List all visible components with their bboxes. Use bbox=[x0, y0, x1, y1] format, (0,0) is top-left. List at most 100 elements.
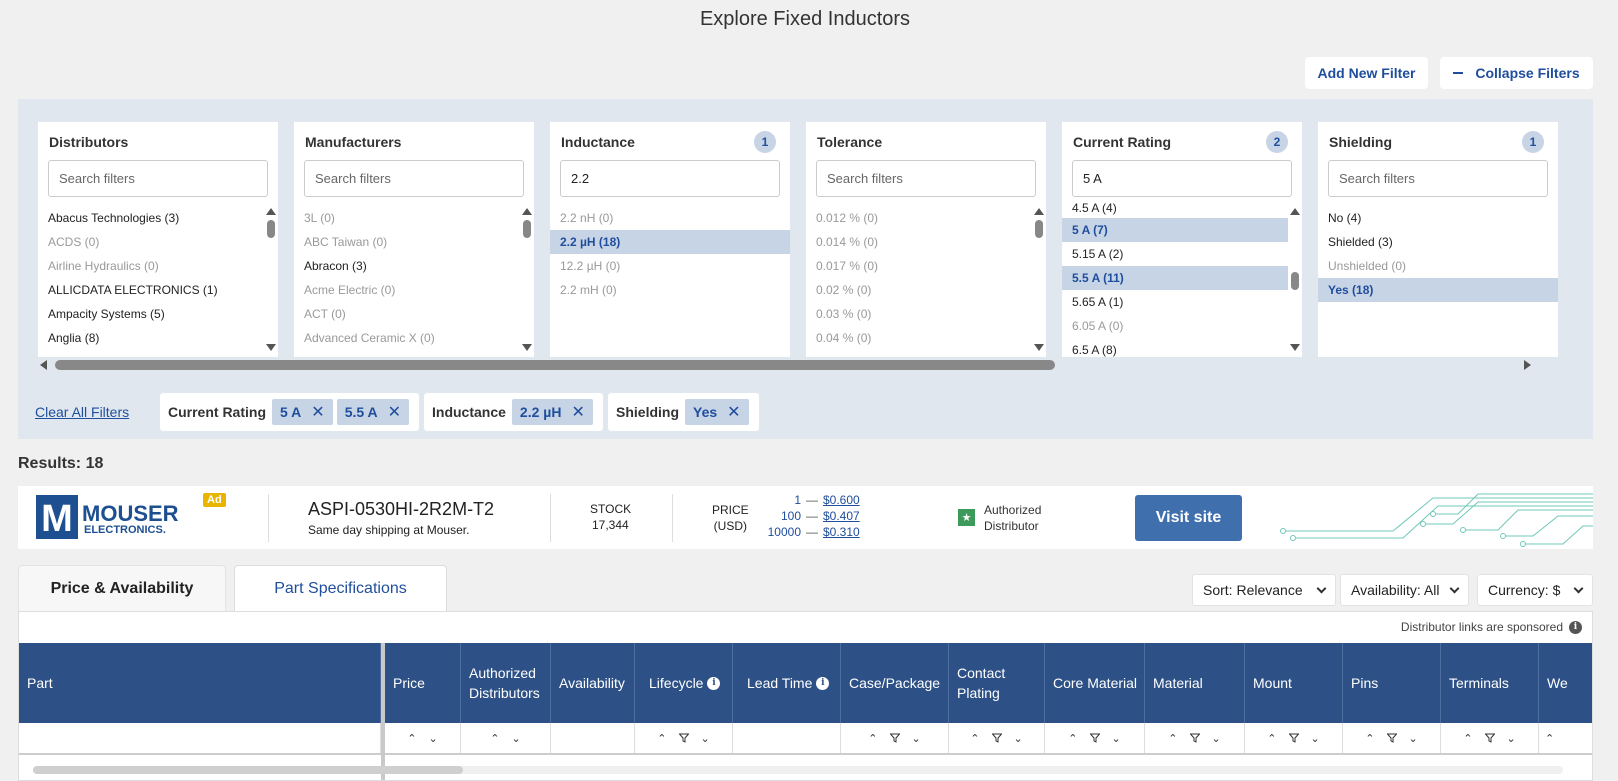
close-icon[interactable]: ✕ bbox=[311, 404, 325, 421]
info-icon[interactable]: i bbox=[707, 676, 721, 690]
sort-up-icon[interactable]: ⌃ bbox=[868, 732, 878, 745]
scroll-down-arrow-icon[interactable] bbox=[1034, 344, 1044, 351]
filter-option[interactable]: Advanced Ceramic X (0) bbox=[304, 331, 435, 345]
filter-option[interactable]: 6.05 A (0) bbox=[1072, 319, 1124, 333]
tab-price-availability[interactable]: Price & Availability bbox=[18, 565, 226, 611]
sort-down-icon[interactable]: ⌄ bbox=[700, 732, 710, 745]
availability-dropdown[interactable]: Availability: All bbox=[1340, 574, 1469, 606]
filter-option[interactable]: 0.012 % (0) bbox=[816, 211, 879, 225]
filter-option[interactable]: Anglia (8) bbox=[48, 331, 100, 345]
column-header-contact-plating[interactable]: Contact Plating bbox=[949, 643, 1045, 723]
filter-scrollbar[interactable] bbox=[1034, 206, 1044, 353]
filter-option[interactable]: ABC Taiwan (0) bbox=[304, 235, 388, 249]
info-icon[interactable]: i bbox=[816, 676, 830, 690]
sort-down-icon[interactable]: ⌄ bbox=[1408, 732, 1418, 745]
scroll-left-arrow-icon[interactable] bbox=[40, 360, 47, 370]
filters-horizontal-scrollbar[interactable] bbox=[38, 359, 1533, 371]
filter-search-input[interactable] bbox=[816, 160, 1036, 197]
filter-option-selected[interactable]: 5 A (7) bbox=[1062, 218, 1288, 242]
mouser-logo[interactable]: M MOUSER ELECTRONICS. bbox=[35, 493, 182, 543]
column-header-lifecycle[interactable]: Lifecycle i bbox=[635, 643, 733, 723]
sort-up-icon[interactable]: ⌃ bbox=[1463, 732, 1473, 745]
tab-part-specifications[interactable]: Part Specifications bbox=[234, 565, 447, 612]
filter-icon[interactable] bbox=[1089, 733, 1100, 743]
column-header-weight[interactable]: We bbox=[1539, 643, 1592, 723]
filter-option-selected[interactable]: Yes (18) bbox=[1318, 278, 1558, 302]
column-header-lead-time[interactable]: Lead Time i bbox=[733, 643, 841, 723]
column-header-price[interactable]: Price bbox=[385, 643, 461, 723]
sort-up-icon[interactable]: ⌃ bbox=[657, 732, 667, 745]
scroll-down-arrow-icon[interactable] bbox=[266, 344, 276, 351]
filter-search-input[interactable] bbox=[48, 160, 268, 197]
filter-scrollbar[interactable] bbox=[1290, 206, 1300, 353]
sort-up-icon[interactable]: ⌃ bbox=[1168, 732, 1178, 745]
scroll-right-arrow-icon[interactable] bbox=[1524, 360, 1531, 370]
filter-search-input[interactable] bbox=[1072, 160, 1292, 197]
filter-search-input[interactable] bbox=[1328, 160, 1548, 197]
sort-down-icon[interactable]: ⌄ bbox=[428, 732, 438, 745]
close-icon[interactable]: ✕ bbox=[727, 404, 741, 421]
sort-up-icon[interactable]: ⌃ bbox=[1068, 732, 1078, 745]
filter-scrollbar[interactable] bbox=[522, 206, 532, 353]
filter-option[interactable]: ACT (0) bbox=[304, 307, 346, 321]
filter-option[interactable]: 2.2 nH (0) bbox=[560, 211, 614, 225]
scroll-down-arrow-icon[interactable] bbox=[522, 344, 532, 351]
collapse-filters-button[interactable]: Collapse Filters bbox=[1440, 57, 1593, 89]
column-header-case-package[interactable]: Case/Package bbox=[841, 643, 949, 723]
table-horizontal-scrollbar[interactable] bbox=[33, 766, 1563, 774]
sort-down-icon[interactable]: ⌄ bbox=[1310, 732, 1320, 745]
tier-price-link[interactable]: $0.310 bbox=[823, 525, 860, 539]
scroll-thumb[interactable] bbox=[1291, 272, 1299, 290]
filter-option[interactable]: ALLICDATA ELECTRONICS (1) bbox=[48, 283, 218, 297]
scroll-up-arrow-icon[interactable] bbox=[522, 208, 532, 215]
filter-option[interactable]: Acme Electric (0) bbox=[304, 283, 396, 297]
active-filter-chip[interactable]: 2.2 µH ✕ bbox=[511, 399, 593, 425]
filter-option[interactable]: Airline Hydraulics (0) bbox=[48, 259, 159, 273]
active-filter-chip[interactable]: 5 A ✕ bbox=[272, 399, 333, 425]
ad-part-number[interactable]: ASPI-0530HI-2R2M-T2 bbox=[308, 499, 495, 519]
currency-dropdown[interactable]: Currency: $ bbox=[1477, 574, 1593, 606]
add-new-filter-button[interactable]: Add New Filter bbox=[1305, 57, 1428, 89]
scroll-thumb[interactable] bbox=[55, 360, 1055, 370]
filter-icon[interactable] bbox=[1484, 733, 1495, 743]
filter-icon[interactable] bbox=[678, 733, 689, 743]
filter-option[interactable]: Shielded (3) bbox=[1328, 235, 1393, 249]
filter-option-selected[interactable]: 2.2 µH (18) bbox=[550, 230, 790, 254]
filter-option[interactable]: No (4) bbox=[1328, 211, 1362, 225]
sort-up-icon[interactable]: ⌃ bbox=[970, 732, 980, 745]
filter-option[interactable]: 0.03 % (0) bbox=[816, 307, 872, 321]
scroll-up-arrow-icon[interactable] bbox=[1034, 208, 1044, 215]
close-icon[interactable]: ✕ bbox=[387, 404, 402, 421]
sort-down-icon[interactable]: ⌄ bbox=[1506, 732, 1516, 745]
column-header-mount[interactable]: Mount bbox=[1245, 643, 1343, 723]
scroll-thumb[interactable] bbox=[33, 766, 463, 774]
filter-option[interactable]: Unshielded (0) bbox=[1328, 259, 1407, 273]
filter-option[interactable]: 6.5 A (8) bbox=[1072, 343, 1117, 357]
filter-search-input[interactable] bbox=[304, 160, 524, 197]
sort-up-icon[interactable]: ⌃ bbox=[490, 732, 500, 745]
sort-down-icon[interactable]: ⌄ bbox=[1013, 732, 1023, 745]
filter-icon[interactable] bbox=[1189, 733, 1200, 743]
sort-up-icon[interactable]: ⌃ bbox=[407, 732, 417, 745]
filter-option[interactable]: Ampacity Systems (5) bbox=[48, 307, 165, 321]
info-icon[interactable]: i bbox=[1569, 620, 1582, 634]
column-header-authorized-distributors[interactable]: Authorized Distributors bbox=[461, 643, 551, 723]
filter-option[interactable]: ACDS (0) bbox=[48, 235, 100, 249]
filter-icon[interactable] bbox=[1288, 733, 1299, 743]
filter-option[interactable]: 3L (0) bbox=[304, 211, 335, 225]
sort-up-icon[interactable]: ⌃ bbox=[1267, 732, 1277, 745]
clear-all-filters-link[interactable]: Clear All Filters bbox=[35, 404, 130, 420]
filter-option[interactable]: 0.02 % (0) bbox=[816, 283, 872, 297]
filter-option[interactable]: 0.017 % (0) bbox=[816, 259, 879, 273]
filter-icon[interactable] bbox=[991, 733, 1002, 743]
filter-icon[interactable] bbox=[889, 733, 900, 743]
scroll-thumb[interactable] bbox=[523, 220, 531, 238]
visit-site-button[interactable]: Visit site bbox=[1135, 495, 1242, 541]
close-icon[interactable]: ✕ bbox=[571, 404, 585, 421]
filter-option[interactable]: Abacus Technologies (3) bbox=[48, 211, 180, 225]
tier-price-link[interactable]: $0.600 bbox=[823, 493, 860, 507]
column-header-part[interactable]: Part bbox=[19, 643, 381, 723]
scroll-up-arrow-icon[interactable] bbox=[266, 208, 276, 215]
tier-price-link[interactable]: $0.407 bbox=[823, 509, 860, 523]
filter-option[interactable]: 0.014 % (0) bbox=[816, 235, 879, 249]
